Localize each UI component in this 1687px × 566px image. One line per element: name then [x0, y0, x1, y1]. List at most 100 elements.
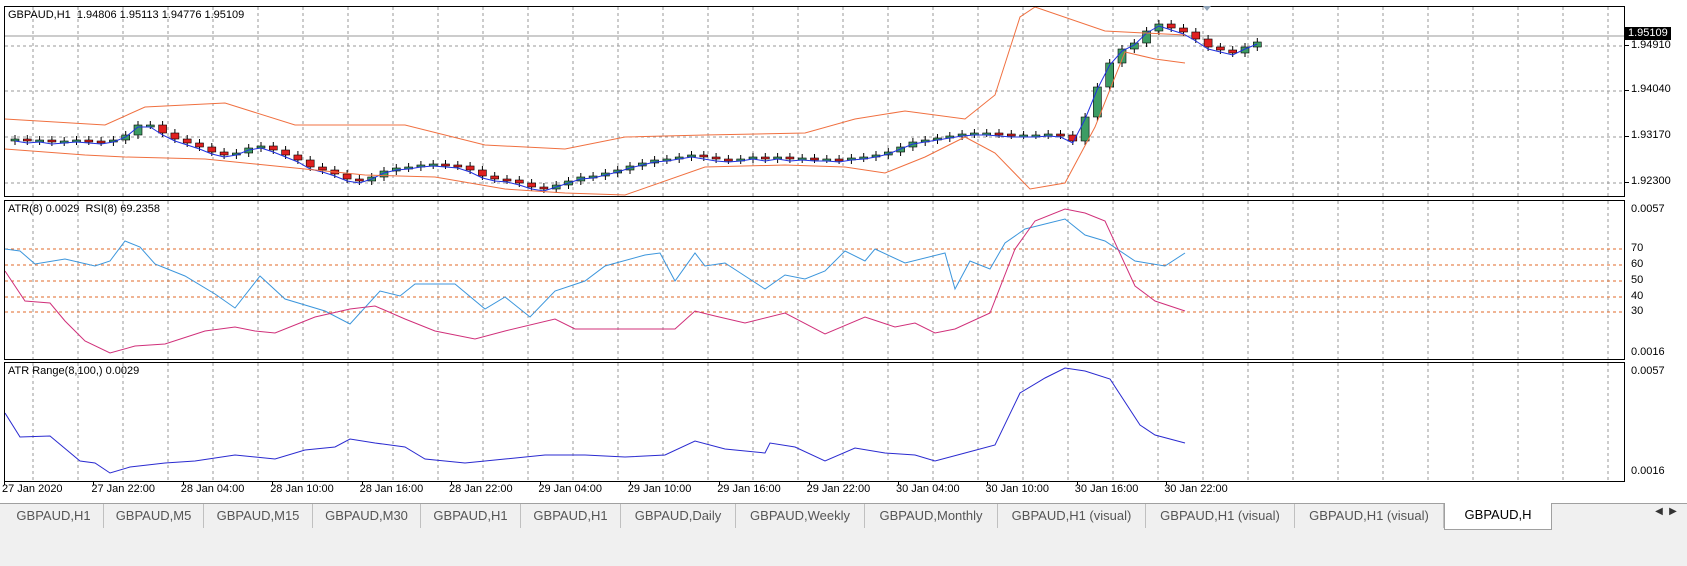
chart-tab[interactable]: GBPAUD,M5 — [104, 504, 204, 528]
atr-range-canvas — [5, 363, 1609, 481]
time-tick — [272, 481, 274, 485]
chart-tab[interactable]: GBPAUD,Monthly — [865, 504, 998, 528]
price-scale[interactable]: 1.94910 1.94040 1.93170 1.92300 — [1625, 6, 1687, 195]
tab-label: GBPAUD,M15 — [216, 508, 300, 523]
candle — [724, 158, 733, 162]
candle — [1203, 38, 1213, 48]
osc-scale-label: 30 — [1631, 305, 1644, 317]
time-label: 28 Jan 22:00 — [449, 483, 513, 495]
scroll-left-icon[interactable]: ◀ — [1655, 506, 1663, 517]
price-tick — [1625, 182, 1629, 183]
time-tick — [361, 481, 363, 485]
tab-scroll-controls: ◀ ▶ — [1652, 506, 1684, 526]
time-label: 30 Jan 10:00 — [985, 483, 1050, 495]
atr-scale-label: 0.0016 — [1631, 465, 1665, 477]
chart-tab[interactable]: GBPAUD,H1 (visual) — [1295, 504, 1444, 528]
chart-area[interactable]: GBPAUD,H1 1.94806 1.95113 1.94776 1.9510… — [0, 0, 1687, 541]
bollinger-lower-line — [5, 51, 1186, 196]
osc-scale-label: 40 — [1631, 290, 1644, 302]
oscillator-scale[interactable]: 0.0057 70 60 50 40 30 0.0016 — [1625, 200, 1687, 358]
candle — [490, 175, 500, 180]
chart-tab[interactable]: GBPAUD,H1 — [421, 504, 521, 528]
time-tick — [808, 481, 810, 485]
candle — [699, 154, 709, 158]
atr-rsi-canvas — [5, 201, 1624, 359]
atr-scale-label: 0.0057 — [1631, 365, 1665, 377]
chart-tab[interactable]: GBPAUD,H1 — [521, 504, 621, 528]
tab-label: GBPAUD,H1 (visual) — [1011, 508, 1132, 523]
chart-tab[interactable]: GBPAUD,M30 — [313, 504, 421, 528]
time-tick — [93, 481, 95, 485]
tab-label: GBPAUD,H1 — [433, 508, 508, 523]
price-chart-canvas — [5, 7, 1624, 196]
candle — [1080, 116, 1090, 142]
chart-tab-active[interactable]: GBPAUD,H — [1444, 503, 1552, 530]
time-tick — [629, 481, 631, 485]
chart-tab[interactable]: GBPAUD,Weekly — [736, 504, 865, 528]
candle — [465, 165, 475, 171]
candle — [527, 182, 536, 188]
chart-tab-bar: GBPAUD,H1 GBPAUD,M5 GBPAUD,M15 GBPAUD,M3… — [0, 503, 1687, 566]
time-label: 29 Jan 16:00 — [717, 483, 781, 495]
candle — [293, 154, 303, 161]
atr-range-line — [5, 367, 1186, 474]
atr-range-pane[interactable]: ATR Range(8,100,) 0.0029 — [4, 362, 1625, 482]
current-price-badge: 1.95109 — [1625, 27, 1671, 40]
time-label: 27 Jan 2020 — [2, 483, 63, 495]
candle — [1105, 62, 1114, 88]
time-tick — [451, 481, 452, 485]
candle — [1130, 42, 1139, 50]
osc-scale-label: 60 — [1631, 258, 1644, 270]
candle — [268, 145, 278, 151]
candle — [182, 138, 192, 144]
atr-line — [5, 218, 1186, 325]
candle — [84, 139, 94, 143]
candle — [1191, 31, 1201, 40]
tab-label: GBPAUD,H1 (visual) — [1160, 508, 1280, 523]
candle — [539, 186, 549, 190]
atr-rsi-pane[interactable]: ATR(8) 0.0029 RSI(8) 69.2358 — [4, 200, 1625, 360]
osc-scale-label: 0.0057 — [1631, 203, 1665, 215]
candle — [379, 170, 389, 178]
candle — [834, 158, 844, 162]
candle — [1216, 46, 1225, 51]
candle — [1068, 134, 1078, 142]
osc-scale-label: 70 — [1631, 242, 1644, 254]
tab-label: GBPAUD,Monthly — [879, 508, 983, 523]
atr-range-scale[interactable]: 0.0057 0.0016 — [1625, 362, 1687, 480]
time-label: 29 Jan 04:00 — [538, 483, 603, 495]
candle — [22, 138, 32, 142]
chart-tab[interactable]: GBPAUD,M15 — [204, 504, 313, 528]
time-tick — [540, 481, 542, 485]
rsi-line — [5, 208, 1186, 354]
tab-label: GBPAUD,H1 — [16, 508, 91, 523]
time-axis[interactable]: 27 Jan 2020 27 Jan 22:00 28 Jan 04:00 28 Ja… — [0, 481, 1625, 501]
price-chart-pane[interactable]: GBPAUD,H1 1.94806 1.95113 1.94776 1.9510… — [4, 6, 1625, 197]
chart-tab[interactable]: GBPAUD,H1 (visual) — [998, 504, 1146, 528]
tab-label: GBPAUD,M30 — [325, 508, 408, 523]
chart-tab[interactable]: GBPAUD,H1 — [4, 504, 104, 528]
price-tick — [1625, 45, 1629, 46]
candle — [1006, 133, 1016, 137]
osc-scale-label: 50 — [1631, 274, 1644, 286]
atr-range-label: ATR Range(8,100,) 0.0029 — [8, 365, 140, 377]
candle — [207, 146, 217, 153]
candle — [760, 156, 770, 160]
time-label: 27 Jan 22:00 — [91, 483, 156, 495]
candle — [514, 179, 524, 184]
candle — [10, 138, 20, 142]
scroll-right-icon[interactable]: ▶ — [1669, 506, 1677, 517]
candle — [158, 124, 167, 134]
bollinger-upper-line — [5, 7, 1186, 150]
candle — [195, 142, 204, 148]
tab-label: GBPAUD,H1 (visual) — [1309, 508, 1429, 523]
price-label: 1.93170 — [1631, 129, 1671, 141]
time-label: 30 Jan 04:00 — [896, 483, 960, 495]
price-label: 1.94040 — [1631, 83, 1671, 95]
candle — [453, 164, 463, 168]
chart-tab[interactable]: GBPAUD,Daily — [621, 504, 736, 528]
candle — [1093, 86, 1102, 118]
chart-tab[interactable]: GBPAUD,H1 (visual) — [1146, 504, 1295, 528]
time-label: 28 Jan 10:00 — [270, 483, 334, 495]
candle — [305, 159, 315, 168]
